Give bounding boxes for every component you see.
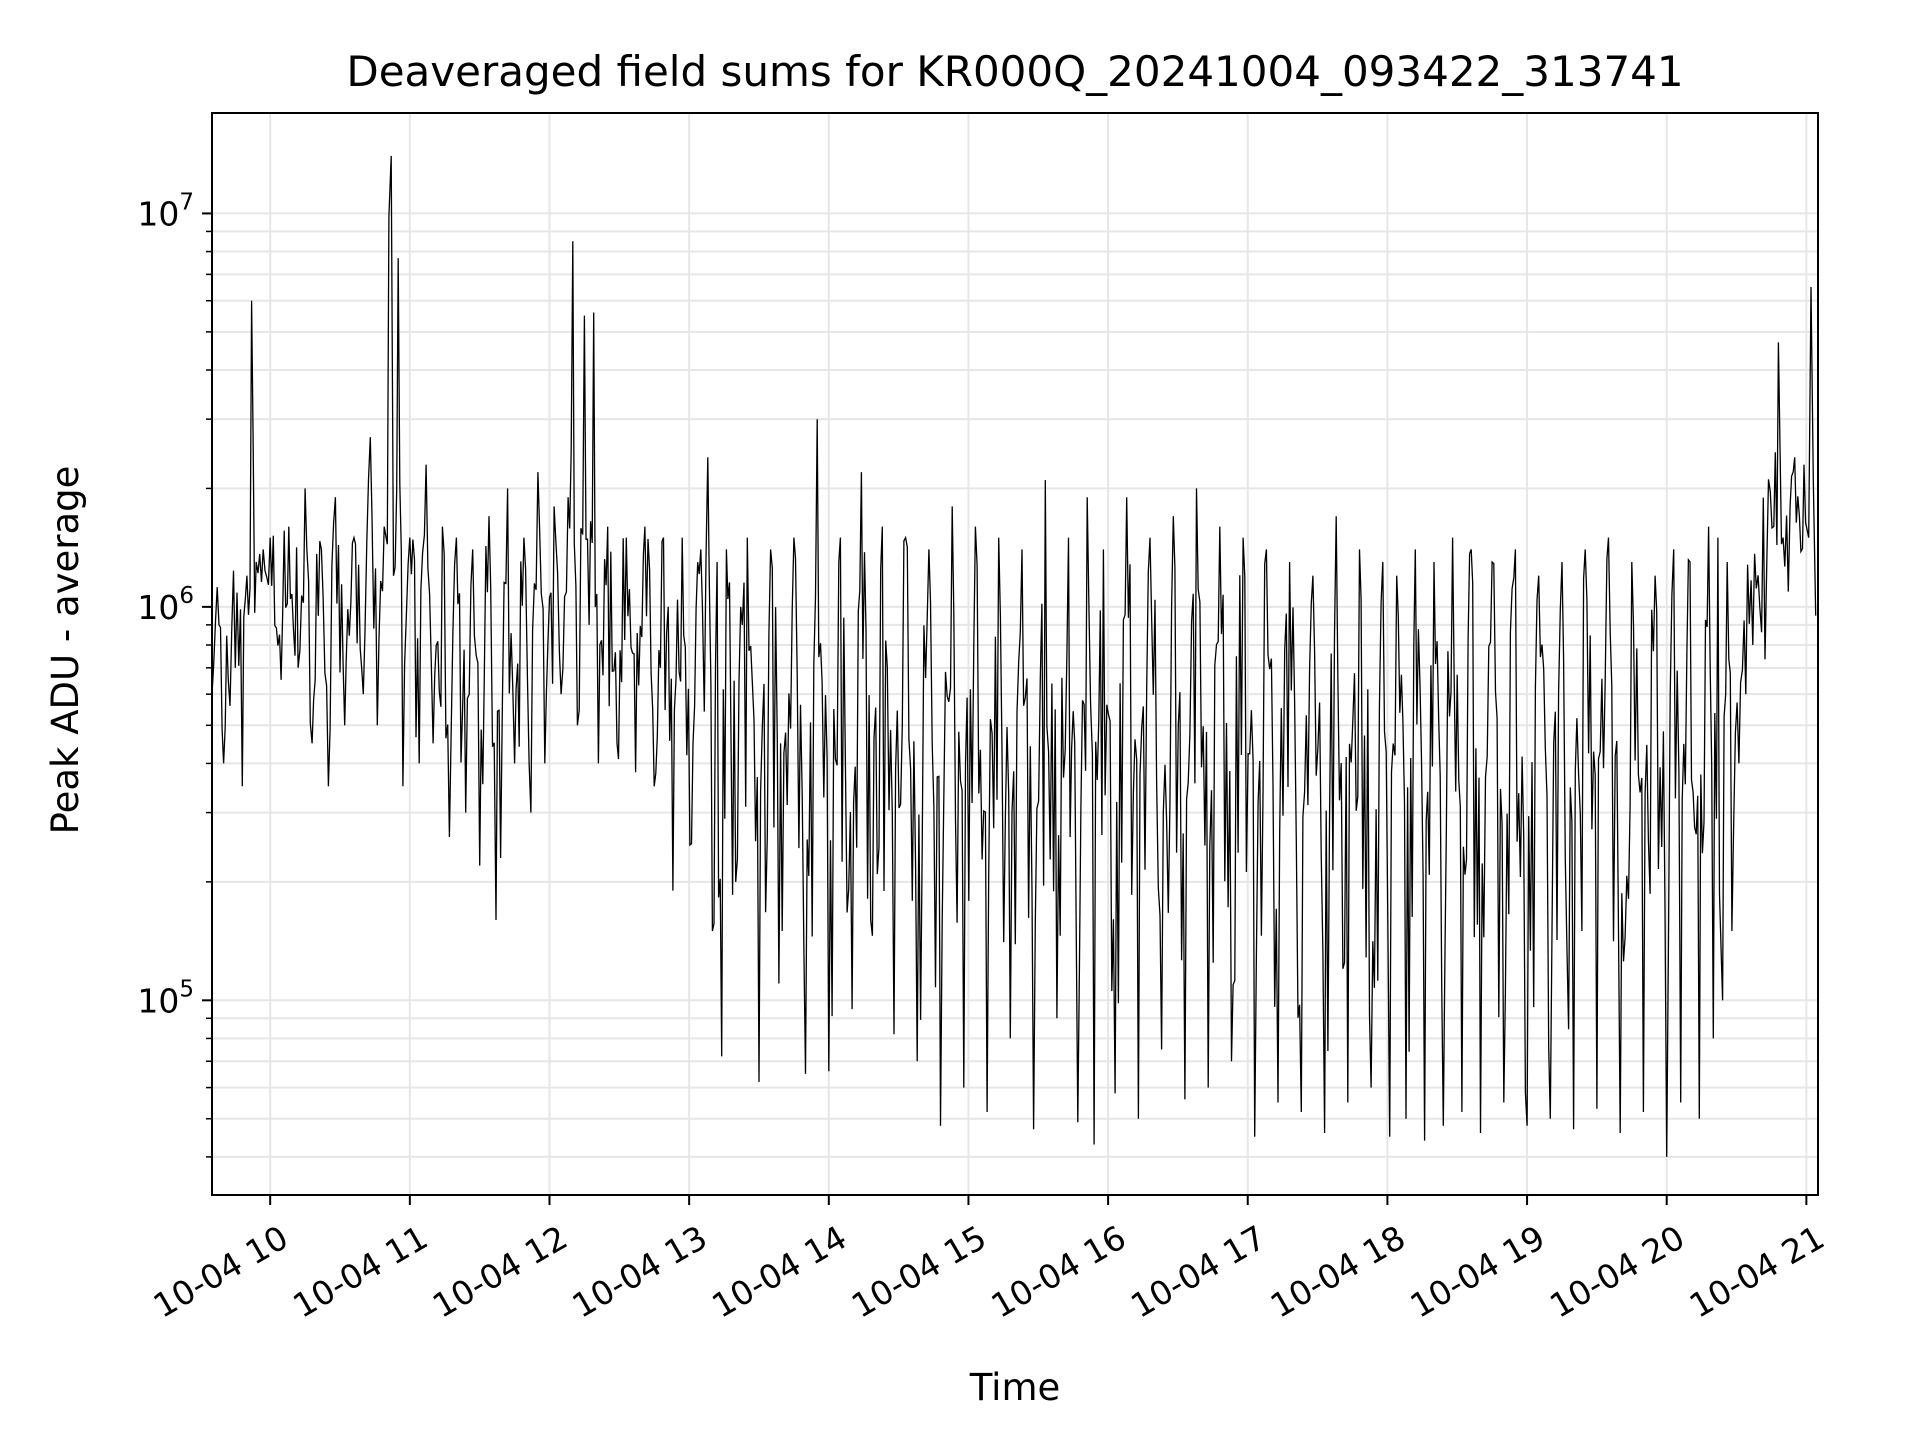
y-tick-label: 106	[137, 583, 194, 627]
plot-frame	[211, 112, 1819, 1196]
y-axis-label: Peak ADU - average	[44, 466, 87, 835]
chart-title: Deaveraged field sums for KR000Q_2024100…	[346, 47, 1683, 96]
y-tick-label: 107	[137, 189, 194, 233]
y-axis: 105 106 107	[137, 189, 212, 1158]
data-series	[211, 155, 1817, 1157]
series-line	[211, 155, 1817, 1157]
x-axis-label: Time	[969, 1366, 1061, 1409]
grid	[212, 113, 1818, 1195]
y-tick-label: 105	[137, 976, 194, 1020]
